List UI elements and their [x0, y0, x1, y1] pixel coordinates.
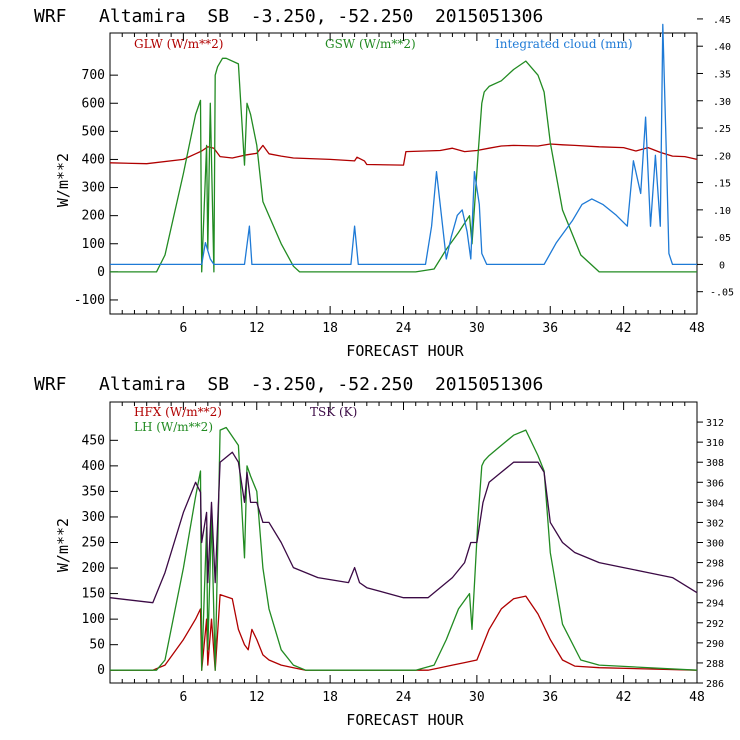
chart-surface-fluxes: WRF Altamira SB -3.250, -52.250 20150513… — [34, 374, 724, 729]
x-axis-label: FORECAST HOUR — [346, 711, 464, 729]
x-tick-label: 42 — [616, 321, 632, 336]
x-tick-label: 30 — [469, 690, 485, 705]
legend-hfx: HFX (W/m**2) — [134, 405, 222, 419]
y2-tick-label: .40 — [713, 42, 731, 53]
series-lines — [109, 426, 698, 671]
x-tick-label: 12 — [249, 321, 265, 336]
y2-tick-label: .15 — [713, 179, 731, 190]
y-tick-label: 500 — [82, 124, 105, 139]
y-tick-label: 0 — [97, 265, 105, 280]
x-axis-label: FORECAST HOUR — [346, 342, 464, 360]
y-axis-label: W/m**2 — [54, 518, 72, 572]
legend-glw: GLW (W/m**2) — [134, 37, 223, 51]
chart-radiation: WRF Altamira SB -3.250, -52.250 20150513… — [34, 6, 734, 360]
x-tick-label: 48 — [689, 690, 705, 705]
x-tick-label: 6 — [179, 690, 187, 705]
y2-tick-label: .05 — [713, 233, 731, 244]
y-tick-label: 250 — [82, 536, 105, 551]
y2-tick-label: .20 — [713, 151, 731, 162]
y2-tick-label: 296 — [706, 579, 724, 590]
y2-tick-label: 290 — [706, 639, 724, 650]
x-tick-label: 24 — [396, 321, 412, 336]
series-lines — [109, 23, 698, 273]
y-tick-label: -100 — [74, 293, 105, 308]
y2-tick-label: 312 — [706, 418, 724, 429]
y-tick-label: 200 — [82, 561, 105, 576]
y2-tick-label: -.05 — [710, 288, 734, 299]
series-line-tsk — [109, 451, 698, 604]
y2-tick-label: 306 — [706, 478, 724, 489]
y-tick-label: 150 — [82, 587, 105, 602]
x-tick-label: 24 — [396, 690, 412, 705]
x-tick-label: 18 — [322, 321, 338, 336]
y-tick-label: 100 — [82, 237, 105, 252]
y-tick-label: 50 — [89, 638, 105, 653]
series-line-integrated — [110, 23, 697, 266]
y-tick-label: 350 — [82, 484, 105, 499]
y-tick-label: 300 — [82, 181, 105, 196]
y-tick-label: 200 — [82, 209, 105, 224]
y-tick-label: 400 — [82, 152, 105, 167]
x-tick-label: 6 — [179, 321, 187, 336]
x-tick-label: 42 — [616, 690, 632, 705]
plot-frame — [109, 401, 698, 684]
y2-tick-label: .45 — [713, 15, 731, 26]
y2-tick-label: 310 — [706, 438, 724, 449]
y2-tick-label: 304 — [706, 498, 724, 509]
y-tick-label: 0 — [97, 663, 105, 678]
axis-ticks: 6 12 18 24 30 36 42 48 -100 0 100 200 300 400 500 600 70… — [74, 15, 734, 336]
legend-lh: LH (W/m**2) — [134, 420, 213, 434]
y2-tick-label: 300 — [706, 539, 724, 550]
chart-title: WRF Altamira SB -3.250, -52.250 20150513… — [34, 6, 543, 27]
y-tick-label: 100 — [82, 612, 105, 627]
legend-integrated-cloud: Integrated cloud (mm) — [495, 37, 633, 51]
series-line-lh — [110, 426, 698, 671]
x-tick-label: 30 — [469, 321, 485, 336]
y2-tick-label: .25 — [713, 124, 731, 135]
y2-tick-label: .10 — [713, 206, 731, 217]
y-tick-label: 700 — [82, 68, 105, 83]
series-line-hfx — [110, 593, 698, 671]
axis-ticks: 6 12 18 24 30 36 42 48 0 50 100 150 200 250 300 350 400 4… — [82, 402, 724, 705]
y2-tick-label: 292 — [706, 619, 724, 630]
y2-tick-label: 288 — [706, 659, 724, 670]
x-tick-label: 48 — [689, 321, 705, 336]
series-line-glw — [109, 143, 698, 166]
y-tick-label: 600 — [82, 96, 105, 111]
y2-tick-label: .35 — [713, 69, 731, 80]
x-tick-label: 36 — [542, 321, 558, 336]
y2-tick-label: 286 — [706, 679, 724, 690]
y2-tick-label: 294 — [706, 599, 724, 610]
y2-tick-label: 308 — [706, 458, 724, 469]
y-tick-label: 300 — [82, 510, 105, 525]
y-tick-label: 400 — [82, 459, 105, 474]
y2-tick-label: 0 — [719, 260, 725, 271]
series-line-gsw — [110, 57, 697, 273]
x-tick-label: 18 — [322, 690, 338, 705]
legend-gsw: GSW (W/m**2) — [325, 37, 416, 51]
legend-tsk: TSK (K) — [310, 405, 357, 419]
chart-title: WRF Altamira SB -3.250, -52.250 20150513… — [34, 374, 543, 395]
x-tick-label: 36 — [542, 690, 558, 705]
y2-tick-label: 298 — [706, 559, 724, 570]
y2-tick-label: 302 — [706, 518, 724, 529]
y2-tick-label: .30 — [713, 97, 731, 108]
x-tick-label: 12 — [249, 690, 265, 705]
y-tick-label: 450 — [82, 433, 105, 448]
y-axis-label: W/m**2 — [54, 153, 72, 207]
